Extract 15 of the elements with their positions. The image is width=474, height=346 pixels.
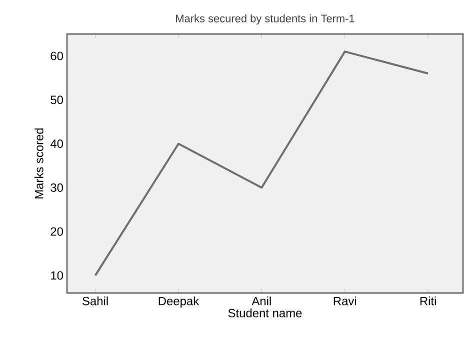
y-tick-label: 60 (50, 52, 64, 60)
x-tick-label: Ravi (334, 296, 356, 306)
line-series (94, 50, 430, 276)
chart-title: Marks secured by students in Term-1 (176, 14, 354, 24)
x-tick-label: Deepak (158, 296, 200, 308)
x-tick-label: Anil (252, 296, 271, 306)
y-tick-label: 10 (51, 271, 64, 280)
x-tick-label: Sahil (82, 296, 108, 306)
x-axis-title: Student name (228, 308, 302, 318)
y-tick-label: 50 (50, 96, 64, 104)
x-tick-label: Riti (420, 296, 436, 306)
y-tick-label: 30 (50, 183, 64, 192)
y-tick-label: 40 (50, 140, 64, 148)
y-axis-title: Marks scored (34, 128, 44, 198)
y-tick-label: 20 (50, 227, 64, 236)
